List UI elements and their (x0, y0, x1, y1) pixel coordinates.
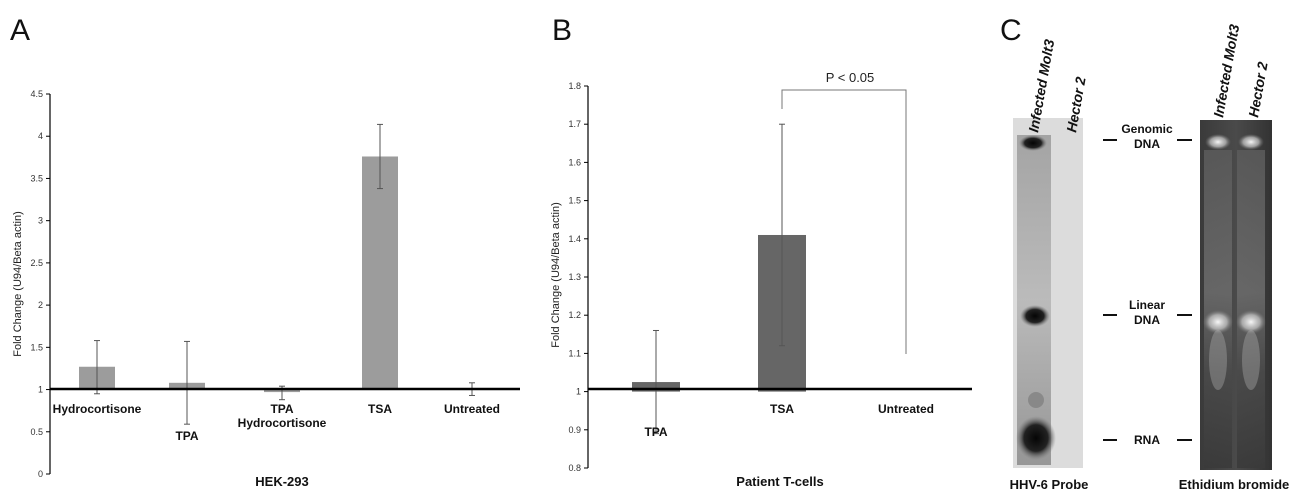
y-tick-label: 1.3 (568, 272, 581, 282)
chart-a: 00.511.522.533.544.5 HydrocortisoneTPATP… (12, 89, 520, 489)
y-tick-label: 1.6 (568, 157, 581, 167)
ethidium-gel (1200, 120, 1272, 470)
band-label-linear-1: Linear (1129, 298, 1165, 312)
y-tick-label: 1 (38, 385, 43, 395)
chart-b-y-label: Fold Change (U94/Beta actin) (550, 202, 562, 348)
band-label-rna: RNA (1134, 433, 1160, 447)
category-label: Untreated (878, 402, 934, 416)
y-tick-label: 1 (576, 387, 581, 397)
band-markers: Genomic DNA Linear DNA RNA (1103, 122, 1192, 447)
blot-smear-faint (1028, 392, 1044, 408)
y-tick-label: 1.5 (568, 196, 581, 206)
gel-lane-label-1: Infected Molt3 (1210, 23, 1242, 119)
category-label: TPA (175, 429, 198, 443)
gel-band-linear-1 (1203, 310, 1233, 334)
y-tick-label: 2 (38, 300, 43, 310)
category-label: Untreated (444, 402, 500, 416)
category-label: TPA (270, 402, 293, 416)
gel-band-linear-tail-1 (1209, 330, 1227, 390)
significance-label: P < 0.05 (826, 70, 875, 85)
gel-band-genomic-1 (1205, 134, 1231, 150)
panel-letter-b: B (552, 14, 572, 47)
gel-lane-1-smear (1204, 150, 1232, 468)
y-tick-label: 1.2 (568, 310, 581, 320)
chart-a-x-label: HEK-293 (255, 474, 308, 489)
y-tick-label: 4.5 (30, 89, 43, 99)
significance-bracket (781, 89, 907, 354)
band-label-genomic-2: DNA (1134, 137, 1160, 151)
blot-lane-smear (1017, 135, 1051, 465)
y-tick-label: 3 (38, 216, 43, 226)
bar (362, 156, 398, 390)
gel-caption: Ethidium bromide (1179, 477, 1290, 492)
blot-band-linear (1020, 305, 1050, 327)
category-label: Hydrocortisone (238, 416, 327, 430)
gel-lane-label-2: Hector 2 (1245, 60, 1271, 118)
blot-caption: HHV-6 Probe (1010, 477, 1089, 492)
chart-b-x-label: Patient T-cells (736, 474, 823, 489)
y-tick-label: 1.5 (30, 342, 43, 352)
panel-letter-a: A (10, 14, 30, 47)
y-tick-label: 1.7 (568, 119, 581, 129)
y-tick-label: 1.1 (568, 348, 581, 358)
category-label: TSA (368, 402, 392, 416)
band-label-linear-2: DNA (1134, 313, 1160, 327)
y-tick-label: 2.5 (30, 258, 43, 268)
southern-blot (1013, 118, 1083, 468)
y-tick-label: 0 (38, 469, 43, 479)
y-tick-label: 1.4 (568, 234, 581, 244)
y-tick-label: 0.8 (568, 463, 581, 473)
chart-b: 0.8 0.9 1 1.1 1.2 1.3 1.4 1.5 1.6 1.7 1.8 TPA TSA Un… (550, 70, 972, 489)
gel-band-genomic-2 (1238, 134, 1264, 150)
y-tick-label: 3.5 (30, 173, 43, 183)
category-label: Hydrocortisone (53, 402, 142, 416)
blot-band-rna (1016, 416, 1056, 460)
y-tick-label: 1.8 (568, 81, 581, 91)
y-tick-label: 0.5 (30, 427, 43, 437)
panel-letter-c: C (1000, 14, 1022, 47)
category-label: TPA (644, 425, 667, 439)
blot-lane-label-2: Hector 2 (1063, 75, 1089, 133)
y-tick-label: 4 (38, 131, 43, 141)
gel-band-linear-tail-2 (1242, 330, 1260, 390)
band-label-genomic-1: Genomic (1121, 122, 1173, 136)
category-label: TSA (770, 402, 794, 416)
chart-a-y-label: Fold Change (U94/Beta actin) (12, 211, 24, 357)
blot-band-genomic (1019, 135, 1047, 151)
y-tick-label: 0.9 (568, 425, 581, 435)
gel-lane-2-smear (1237, 150, 1265, 468)
gel-band-linear-2 (1236, 310, 1266, 334)
